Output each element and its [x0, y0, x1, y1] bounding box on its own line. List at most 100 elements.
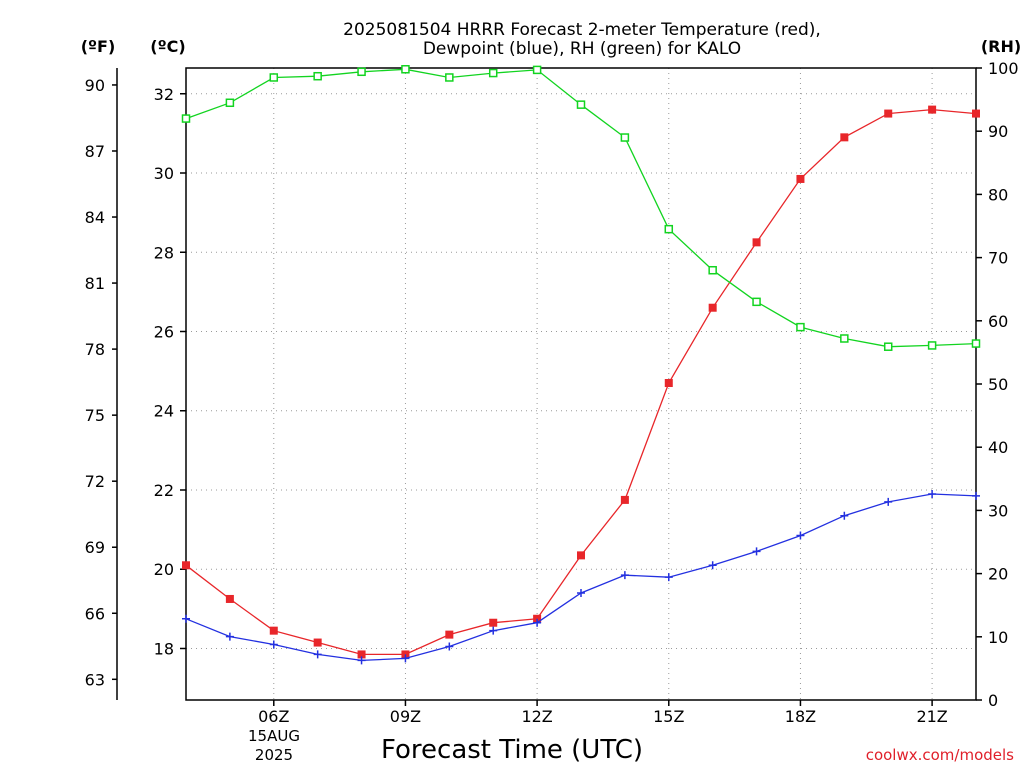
dewpoint-point	[620, 571, 629, 580]
temperature-point	[445, 630, 454, 639]
dewpoint-point	[313, 650, 322, 659]
x-tick-label: 09Z	[390, 707, 421, 726]
x-axis-title: Forecast Time (UTC)	[381, 735, 643, 765]
celsius-tick-label: 22	[154, 481, 174, 500]
dewpoint-point	[796, 531, 805, 540]
fahrenheit-tick-label: 69	[85, 538, 105, 557]
rh-tick-label: 90	[988, 122, 1008, 141]
fahrenheit-tick-label: 84	[85, 208, 105, 227]
rh-tick-label: 70	[988, 249, 1008, 268]
dewpoint-point	[972, 491, 980, 500]
rh-point	[445, 73, 454, 82]
rh-tick-label: 40	[988, 438, 1008, 457]
temperature-point	[708, 303, 717, 312]
rh-tick-label: 0	[988, 691, 998, 710]
temperature-point	[884, 109, 893, 118]
grid-lines	[186, 68, 976, 700]
dewpoint-point	[664, 573, 673, 582]
temperature-point	[928, 105, 937, 114]
date-label-year: 2025	[255, 746, 293, 764]
temperature-point	[225, 594, 234, 603]
dewpoint-point	[225, 632, 234, 641]
fahrenheit-axis-unit: (ºF)	[81, 37, 116, 56]
x-tick-label: 06Z	[258, 707, 289, 726]
dewpoint-point	[884, 497, 893, 506]
rh-tick-label: 10	[988, 628, 1008, 647]
celsius-axis-unit: (ºC)	[150, 37, 185, 56]
chart-title-line2: Dewpoint (blue), RH (green) for KALO	[423, 39, 741, 59]
temperature-point	[752, 238, 761, 247]
rh-point	[532, 65, 542, 75]
axes	[112, 67, 982, 706]
rh-tick-label: 60	[988, 312, 1008, 331]
celsius-tick-label: 24	[154, 402, 174, 421]
credit-text: coolwx.com/models	[866, 746, 1014, 764]
x-tick-label: 12Z	[521, 707, 552, 726]
dewpoint-point	[357, 656, 366, 665]
fahrenheit-tick-label: 63	[85, 670, 105, 689]
rh-series	[181, 65, 981, 351]
x-tick-label: 15Z	[653, 707, 684, 726]
fahrenheit-tick-label: 90	[85, 76, 105, 95]
rh-point	[357, 67, 366, 77]
dewpoint-point	[182, 614, 190, 623]
dewpoint-line	[185, 493, 977, 662]
temperature-point	[840, 133, 849, 142]
temperature-point	[620, 495, 629, 504]
chart-title-line1: 2025081504 HRRR Forecast 2-meter Tempera…	[343, 20, 821, 40]
temperature-point	[357, 650, 366, 659]
rh-point	[883, 342, 893, 351]
fahrenheit-tick-label: 72	[85, 472, 105, 491]
rh-point	[313, 71, 322, 81]
rh-tick-label: 100	[988, 59, 1019, 78]
temperature-point	[664, 379, 673, 388]
dewpoint-point	[533, 618, 542, 627]
rh-point	[971, 339, 981, 348]
dewpoint-series	[182, 489, 980, 665]
x-tick-label: 21Z	[916, 707, 947, 726]
temperature-point	[972, 109, 980, 118]
temperature-point	[796, 174, 805, 183]
fahrenheit-tick-label: 75	[85, 406, 105, 425]
rh-point	[225, 98, 235, 108]
rh-point	[401, 65, 410, 74]
dewpoint-point	[928, 489, 937, 498]
temperature-point	[313, 638, 322, 647]
dewpoint-point	[708, 561, 717, 570]
rh-line	[185, 68, 977, 348]
celsius-tick-label: 18	[154, 639, 174, 658]
dewpoint-point	[445, 642, 454, 651]
rh-point	[576, 100, 586, 109]
fahrenheit-tick-label: 87	[85, 142, 105, 161]
celsius-tick-label: 30	[154, 164, 174, 183]
rh-point	[664, 224, 674, 234]
fahrenheit-tick-label: 66	[85, 604, 105, 623]
rh-point	[796, 322, 805, 332]
dewpoint-point	[840, 511, 849, 520]
rh-point	[752, 297, 761, 307]
temperature-point	[489, 618, 498, 627]
dewpoint-point	[577, 589, 585, 598]
rh-tick-label: 20	[988, 565, 1008, 584]
temperature-point	[577, 551, 585, 560]
temperature-line	[185, 108, 977, 656]
rh-point	[927, 341, 937, 350]
series-layer	[181, 65, 981, 665]
celsius-tick-label: 20	[154, 560, 174, 579]
fahrenheit-tick-label: 78	[85, 340, 105, 359]
rh-axis-unit: (RH)	[981, 37, 1021, 56]
temperature-series	[182, 105, 980, 659]
celsius-tick-label: 28	[154, 243, 174, 262]
rh-point	[269, 73, 279, 82]
dewpoint-point	[489, 626, 498, 635]
rh-point	[708, 265, 717, 275]
plot-frame	[185, 67, 977, 701]
temperature-point	[269, 626, 278, 635]
temperature-point	[182, 561, 190, 570]
rh-point	[488, 68, 498, 78]
tick-labels: 63 66 69 72 75 78 81 84 87 90 18 20 22 24 26 28 30 32 0 10 2…	[85, 59, 1019, 726]
rh-point	[840, 334, 849, 343]
rh-tick-label: 50	[988, 375, 1008, 394]
rh-point	[620, 133, 630, 142]
